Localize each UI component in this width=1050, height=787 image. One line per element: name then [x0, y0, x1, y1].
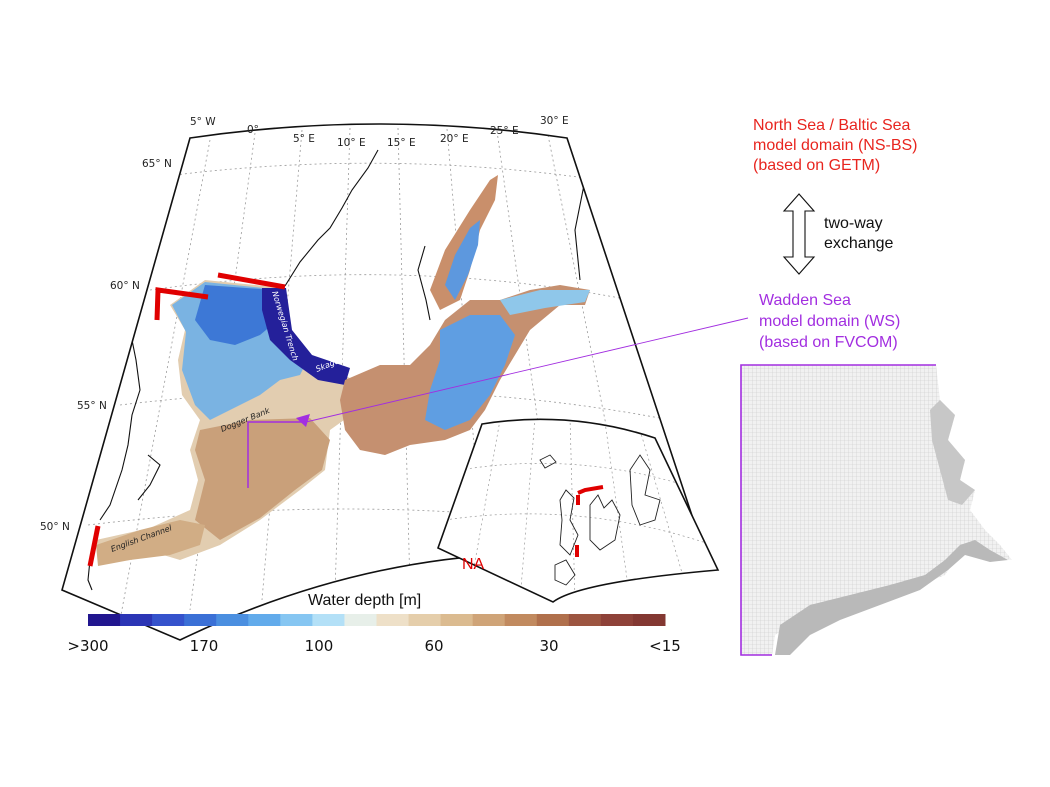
exchange-line: exchange [824, 235, 893, 252]
inset-frame [437, 418, 720, 603]
nsbs-annotation: North Sea / Baltic Sea model domain (NS-… [753, 117, 918, 174]
nsbs-line: model domain (NS-BS) [753, 137, 918, 154]
colorbar-segment [376, 614, 410, 626]
inset-coastlines [539, 454, 661, 586]
colorbar [88, 614, 666, 626]
ws-line: model domain (WS) [759, 313, 900, 330]
depth-legend: Water depth [m] >300 170 100 60 30 <15 [67, 592, 680, 655]
ws-line: Wadden Sea [759, 292, 851, 309]
colorbar-segment [88, 614, 121, 626]
colorbar-segment [312, 614, 345, 626]
lon-label: 20° E [440, 133, 469, 145]
mesh-area [741, 365, 1012, 655]
colorbar-segment [248, 614, 281, 626]
mesh-estuary [930, 400, 975, 505]
legend-tick: 60 [424, 637, 443, 655]
lon-label: 5° E [293, 133, 315, 145]
double-arrow-icon [782, 193, 816, 275]
lon-label: 5° W [190, 116, 216, 128]
legend-title: Water depth [m] [308, 592, 421, 609]
lon-label: 30° E [540, 115, 569, 127]
nsbs-line: North Sea / Baltic Sea [753, 117, 911, 134]
ws-annotation: Wadden Sea model domain (WS) (based on F… [759, 292, 900, 351]
inset-map: NA [437, 418, 720, 603]
lon-label: 25° E [490, 125, 519, 137]
lat-label: 60° N [110, 280, 140, 292]
lat-label: 55° N [77, 400, 107, 412]
legend-tick: 30 [539, 637, 558, 655]
colorbar-segment [568, 614, 602, 626]
lon-label: 15° E [387, 137, 416, 149]
mesh-coastal-band [775, 540, 1008, 655]
gulf-of-finland [500, 290, 590, 315]
nsbs-line: (based on GETM) [753, 157, 880, 174]
inset-label: NA [462, 556, 485, 573]
colorbar-segment [216, 614, 249, 626]
inset-graticule [444, 419, 713, 601]
legend-tick: 170 [190, 637, 219, 655]
colorbar-segment [600, 614, 634, 626]
colorbar-segment [280, 614, 313, 626]
colorbar-segment [184, 614, 217, 626]
legend-ticks: >300 170 100 60 30 <15 [67, 637, 680, 655]
lon-label: 10° E [337, 137, 366, 149]
open-boundaries [87, 272, 286, 567]
southern-north-sea [195, 418, 330, 540]
bothnian-sea-deep [445, 220, 480, 300]
ws-connector-line [305, 317, 749, 423]
legend-tick: >300 [67, 637, 108, 655]
colorbar-segment [120, 614, 153, 626]
lat-label: 50° N [40, 521, 70, 533]
colorbar-segment [472, 614, 506, 626]
inset-frame-fill [438, 419, 718, 602]
ws-pointer-arrowhead [296, 414, 310, 427]
colorbar-segment [536, 614, 570, 626]
english-channel-water [96, 520, 205, 566]
colorbar-segment [344, 614, 377, 626]
ws-domain-box [247, 421, 306, 488]
wadden-sea-mesh [740, 364, 1012, 656]
lat-label: 65° N [142, 158, 172, 170]
colorbar-segment [408, 614, 442, 626]
north-sea-deep [195, 285, 278, 345]
coastline-outlines [87, 149, 586, 591]
norwegian-trench-deep [262, 288, 350, 385]
legend-tick: 100 [305, 637, 334, 655]
colorbar-segment [504, 614, 538, 626]
colorbar-segment [440, 614, 474, 626]
exchange-line: two-way [824, 215, 883, 232]
legend-tick: <15 [649, 637, 681, 655]
latitude-labels: 65° N 60° N 55° N 50° N [40, 158, 172, 533]
lon-label: 0° [247, 124, 259, 136]
baltic-sea-deep [425, 315, 515, 430]
colorbar-segment [632, 614, 666, 626]
colorbar-segment [152, 614, 185, 626]
exchange-arrow: two-way exchange [782, 193, 893, 275]
inset-boundaries [575, 485, 604, 557]
longitude-labels: 5° W 0° 5° E 10° E 15° E 20° E 25° E 30°… [190, 115, 569, 149]
ws-line: (based on FVCOM) [759, 334, 898, 351]
ws-domain-frame [740, 364, 936, 656]
